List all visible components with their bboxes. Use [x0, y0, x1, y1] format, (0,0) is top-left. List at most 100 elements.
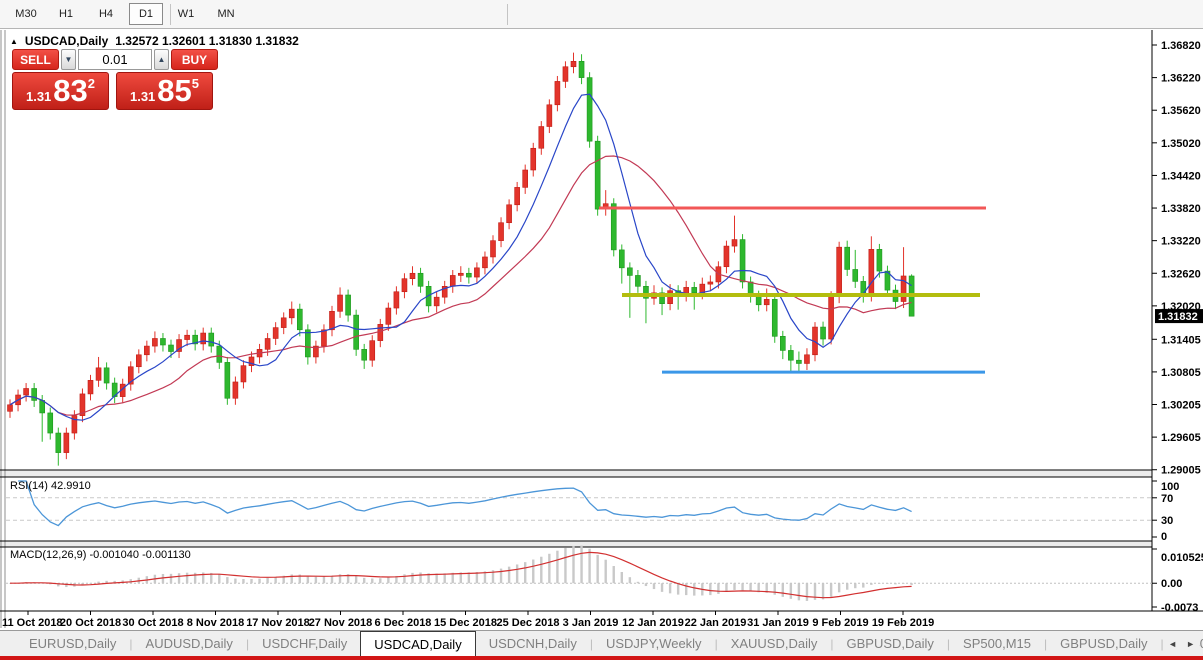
svg-text:30 Oct 2018: 30 Oct 2018 [122, 617, 183, 629]
one-click-trade-panel: SELL ▼ 0.01 ▲ BUY 1.31 83 2 1.31 85 5 [12, 49, 218, 110]
chart-tab-xauusd-daily[interactable]: XAUUSD,Daily [730, 636, 818, 651]
rsi-line [18, 480, 912, 527]
tab-separator: | [129, 636, 133, 651]
timeframe-button-h1[interactable]: H1 [58, 8, 74, 20]
svg-text:12 Jan 2019: 12 Jan 2019 [622, 617, 684, 629]
timeframe-button-m30[interactable]: M30 [15, 8, 37, 20]
svg-text:0: 0 [1161, 531, 1167, 543]
svg-text:1.33220: 1.33220 [1161, 236, 1201, 248]
svg-text:1.33820: 1.33820 [1161, 203, 1201, 215]
svg-text:1.30805: 1.30805 [1161, 367, 1201, 379]
svg-text:1.30205: 1.30205 [1161, 400, 1201, 412]
svg-text:70: 70 [1161, 493, 1173, 505]
svg-text:1.29005: 1.29005 [1161, 465, 1201, 477]
chart-tab-eurusd-daily[interactable]: EURUSD,Daily [29, 636, 117, 651]
volume-decrease-button[interactable]: ▼ [61, 49, 76, 70]
buy-price-display[interactable]: 1.31 85 5 [116, 72, 213, 110]
timeframe-button-d1[interactable]: D1 [129, 3, 163, 25]
tab-separator: | [1160, 636, 1164, 651]
chart-tab-usdjpy-weekly[interactable]: USDJPY,Weekly [605, 636, 702, 651]
svg-text:25 Dec 2018: 25 Dec 2018 [497, 617, 560, 629]
chart-tab-gbpusd-daily[interactable]: GBPUSD,Daily [846, 636, 934, 651]
chart-title: ▲ USDCAD,Daily 1.32572 1.32601 1.31830 1… [10, 34, 299, 48]
slow-ma [9, 155, 912, 416]
svg-text:-0.0073: -0.0073 [1161, 602, 1198, 614]
svg-text:6 Dec 2018: 6 Dec 2018 [375, 617, 432, 629]
sell-price-prefix: 1.31 [25, 89, 52, 104]
collapse-arrow-icon[interactable]: ▲ [10, 37, 18, 46]
fast-ma [9, 93, 912, 421]
macd-indicator-label: MACD(12,26,9) -0.001040 -0.001130 [10, 549, 191, 561]
tab-scroll-left-icon[interactable]: ◄ [1168, 638, 1178, 649]
svg-text:0.010525: 0.010525 [1161, 552, 1203, 564]
svg-text:1.34420: 1.34420 [1161, 170, 1201, 182]
svg-text:27 Nov 2018: 27 Nov 2018 [309, 617, 373, 629]
rsi-indicator-label: RSI(14) 42.9910 [10, 480, 91, 492]
chart-tab-bar: EURUSD,Daily | AUDUSD,Daily | USDCHF,Daily US… [0, 630, 1203, 656]
tab-scroll-controls: ◄ ► [1164, 631, 1199, 656]
svg-text:1.32620: 1.32620 [1161, 268, 1201, 280]
svg-text:1.36820: 1.36820 [1161, 40, 1201, 52]
svg-text:19 Feb 2019: 19 Feb 2019 [872, 617, 934, 629]
svg-text:1.35620: 1.35620 [1161, 105, 1201, 117]
svg-text:1.35020: 1.35020 [1161, 138, 1201, 150]
sell-price-pip: 2 [87, 76, 96, 91]
svg-text:30: 30 [1161, 515, 1173, 527]
toolbar-separator [507, 4, 508, 25]
status-strip [0, 656, 1203, 660]
volume-increase-button[interactable]: ▲ [154, 49, 169, 70]
svg-text:20 Oct 2018: 20 Oct 2018 [60, 617, 121, 629]
toolbar-separator [170, 4, 171, 25]
macd-panel: 0.010525 0.00 -0.0073 [6, 545, 1203, 614]
main-chart[interactable]: 1.36820 1.36220 1.35620 1.35020 1.34420 1.338… [0, 30, 1203, 630]
chart-tab-audusd-daily[interactable]: AUDUSD,Daily [145, 636, 233, 651]
svg-text:22 Jan 2019: 22 Jan 2019 [685, 617, 747, 629]
svg-text:11 Oct 2018: 11 Oct 2018 [2, 617, 63, 629]
sell-price-display[interactable]: 1.31 83 2 [12, 72, 109, 110]
price-axis: 1.36820 1.36220 1.35620 1.35020 1.34420 1.338… [1152, 40, 1203, 477]
svg-text:3 Jan 2019: 3 Jan 2019 [563, 617, 619, 629]
svg-text:1.31832: 1.31832 [1158, 311, 1198, 323]
volume-input[interactable]: 0.01 [78, 49, 152, 70]
tab-separator: | [245, 636, 250, 651]
tab-scroll-right-icon[interactable]: ► [1186, 638, 1195, 649]
sell-button[interactable]: SELL [12, 49, 59, 70]
buy-price-pip: 5 [191, 76, 200, 91]
chart-tab-usdchf-daily[interactable]: USDCHF,Daily [262, 636, 348, 651]
tab-separator: | [946, 636, 951, 651]
chart-tab-usdcnh-daily[interactable]: USDCNH,Daily [488, 636, 577, 651]
buy-button[interactable]: BUY [171, 49, 218, 70]
chart-ohlc-values: 1.32572 1.32601 1.31830 1.31832 [115, 34, 299, 48]
timeframe-toolbar: M30 H1 H4 D1 W1 MN [0, 0, 1203, 29]
timeframe-button-w1[interactable]: W1 [177, 8, 195, 20]
timeframe-button-h4[interactable]: H4 [98, 8, 114, 20]
svg-text:100: 100 [1161, 481, 1179, 493]
buy-price-big: 85 [157, 73, 192, 108]
macd-signal-line [10, 551, 912, 599]
svg-text:1.31405: 1.31405 [1161, 334, 1201, 346]
svg-text:9 Feb 2019: 9 Feb 2019 [812, 617, 868, 629]
tab-separator: | [714, 636, 718, 651]
chart-tab-usdcad-daily[interactable]: USDCAD,Daily [360, 631, 476, 656]
chart-window: 1.36820 1.36220 1.35620 1.35020 1.34420 1.338… [0, 30, 1203, 630]
svg-text:1.29605: 1.29605 [1161, 432, 1201, 444]
timeframe-button-mn[interactable]: MN [217, 8, 235, 20]
tab-separator: | [1043, 636, 1048, 651]
chart-symbol-label: USDCAD,Daily [24, 34, 109, 48]
svg-text:0.00: 0.00 [1161, 578, 1182, 590]
chart-tab-sp500-m15[interactable]: SP500,M15 [963, 636, 1031, 651]
buy-price-prefix: 1.31 [129, 89, 156, 104]
current-price-tag [1155, 309, 1203, 324]
svg-text:15 Dec 2018: 15 Dec 2018 [434, 617, 497, 629]
svg-text:17 Nov 2018: 17 Nov 2018 [246, 617, 310, 629]
svg-text:31 Jan 2019: 31 Jan 2019 [747, 617, 809, 629]
svg-text:8 Nov 2018: 8 Nov 2018 [187, 617, 244, 629]
svg-text:1.36220: 1.36220 [1161, 73, 1201, 85]
tab-separator: | [830, 636, 834, 651]
chart-tab-gbpusd-daily[interactable]: GBPUSD,Daily [1060, 636, 1148, 651]
tab-separator: | [589, 636, 593, 651]
sell-price-big: 83 [53, 73, 88, 108]
